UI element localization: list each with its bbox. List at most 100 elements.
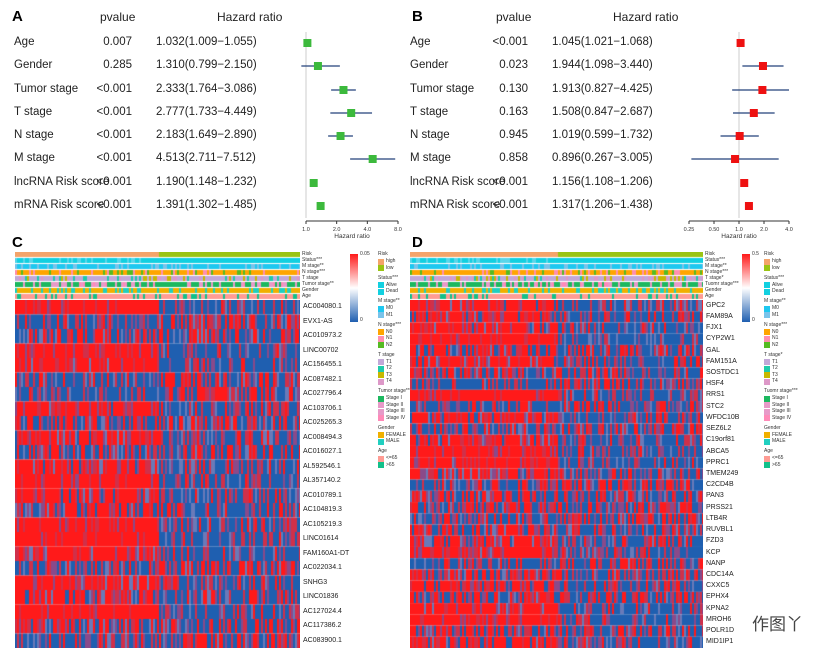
legend-item-label: MALE: [772, 438, 786, 444]
gene-label: LINC00702: [303, 346, 339, 354]
legend-swatch: [764, 455, 770, 462]
pvalue: <0.001: [492, 176, 529, 188]
gene-label: KCP: [706, 548, 721, 556]
legend-swatch: [764, 265, 770, 271]
gene-label: NANP: [706, 559, 726, 567]
hazard-ratio-text: 4.513(2.711−7.512): [156, 152, 256, 164]
colorbar-max: 0.5: [752, 251, 759, 257]
legend-swatch: [764, 282, 770, 288]
legend-item-label: M1: [386, 311, 393, 318]
hr-marker: [347, 109, 356, 117]
gene-label: AC004080.1: [303, 303, 342, 311]
hazard-ratio-text: 1.310(0.799−2.150): [156, 59, 257, 71]
pvalue: <0.001: [96, 199, 133, 211]
x-tick-label: 4.0: [364, 227, 372, 233]
gene-label: AC087482.1: [303, 375, 342, 383]
row-label: T stage: [14, 106, 53, 118]
row-label: lncRNA Risk score: [14, 176, 110, 188]
legend-title: T stage*: [764, 351, 783, 358]
legend-item-label: Stage III: [772, 408, 791, 414]
gene-label: AC010973.2: [303, 332, 342, 340]
panel-label-d: D: [412, 234, 423, 251]
x-tick-label: 1.0: [735, 227, 743, 233]
legend-title: Tuomr stage***: [764, 388, 798, 394]
colorbar-max: 0.05: [360, 251, 370, 257]
gene-label: GPC2: [706, 301, 726, 309]
annotation-bars: [410, 252, 703, 300]
hazard-ratio-text: 1.317(1.206−1.438): [552, 199, 653, 211]
hazard-ratio-text: 2.777(1.733−4.449): [156, 106, 257, 118]
legend-swatch: [378, 365, 384, 372]
legend-swatch: [764, 335, 770, 342]
hazard-ratio-text: 1.032(1.009−1.055): [156, 36, 257, 48]
gene-label: STC2: [706, 402, 724, 410]
legend-swatch: [764, 365, 770, 372]
gene-label: AC022034.1: [303, 564, 342, 572]
hr-marker: [758, 62, 767, 70]
gene-label: FZD3: [706, 537, 724, 545]
gene-label: RUVBL1: [706, 526, 734, 534]
x-axis-label: Hazard ratio: [721, 233, 757, 240]
legend-item-label: N2: [772, 341, 779, 348]
x-tick-label: 1.0: [302, 227, 310, 233]
hazard-ratio-text: 2.183(1.649−2.890): [156, 129, 257, 141]
panel-label-c: C: [12, 234, 23, 251]
legend-item-label: high: [386, 258, 396, 264]
pvalue-header: pvalue: [496, 10, 532, 24]
legend-item-label: M0: [386, 305, 393, 311]
x-tick-label: 8.0: [394, 227, 402, 233]
legend-swatch: [764, 432, 770, 438]
gene-label: FAM160A1-DT: [303, 549, 350, 557]
legend-swatch: [378, 462, 384, 468]
gene-label: AC016027.1: [303, 448, 342, 456]
legend-item-label: Alive: [772, 281, 783, 288]
gene-label: AC083900.1: [303, 636, 342, 644]
legend-item-label: N2: [386, 341, 393, 348]
pvalue: <0.001: [96, 152, 133, 164]
legend-swatch: [378, 282, 384, 288]
legend-item-label: T1: [386, 358, 392, 365]
legend-swatch: [764, 395, 770, 402]
pvalue: 0.858: [499, 152, 528, 164]
legend-title: T stage: [378, 351, 395, 358]
legend-item-label: T2: [386, 365, 392, 371]
legend-item-label: T4: [386, 378, 392, 384]
panel-label-b: B: [412, 8, 423, 25]
gene-label: PPRC1: [706, 458, 730, 466]
legend-swatch: [764, 312, 770, 318]
hr-marker: [740, 179, 749, 187]
legend-swatch: [378, 342, 384, 348]
row-label: N stage: [14, 129, 54, 141]
gene-label: TMEM249: [706, 470, 739, 477]
row-label: M stage: [410, 152, 451, 164]
hr-marker: [309, 179, 318, 187]
legend-item-label: high: [772, 258, 782, 264]
legend-swatch: [764, 258, 770, 265]
gene-label: LTB4R: [706, 514, 728, 522]
gene-label: SNHG3: [303, 578, 328, 586]
hazard-ratio-text: 1.508(0.847−2.687): [552, 106, 653, 118]
panel-label-a: A: [12, 8, 23, 25]
row-label: N stage: [410, 129, 450, 141]
gene-label: FAM89A: [706, 312, 733, 320]
hr-marker: [303, 39, 312, 47]
hazard-ratio-text: 1.045(1.021−1.068): [552, 36, 653, 48]
legend-item-label: T1: [772, 358, 778, 365]
annotation-label: Gender: [705, 287, 722, 293]
hr-marker: [313, 62, 322, 70]
legend-title: Age: [378, 448, 387, 454]
legend-title: M stage**: [764, 298, 786, 304]
row-label: Gender: [410, 59, 449, 71]
legend-swatch: [764, 402, 770, 408]
hazard-ratio-text: 1.391(1.302−1.485): [156, 199, 257, 211]
hr-marker: [339, 86, 348, 94]
hazard-ratio-text: 1.190(1.148−1.232): [156, 176, 257, 188]
hr-marker: [758, 86, 767, 94]
legend-title: Age: [764, 448, 773, 454]
pvalue: 0.163: [499, 106, 528, 118]
pvalue: <0.001: [96, 83, 133, 95]
legend-swatch: [378, 378, 384, 385]
gene-label: ABCA5: [706, 447, 729, 455]
gene-label: PRSS21: [706, 503, 733, 511]
legend-item-label: T4: [772, 378, 778, 384]
